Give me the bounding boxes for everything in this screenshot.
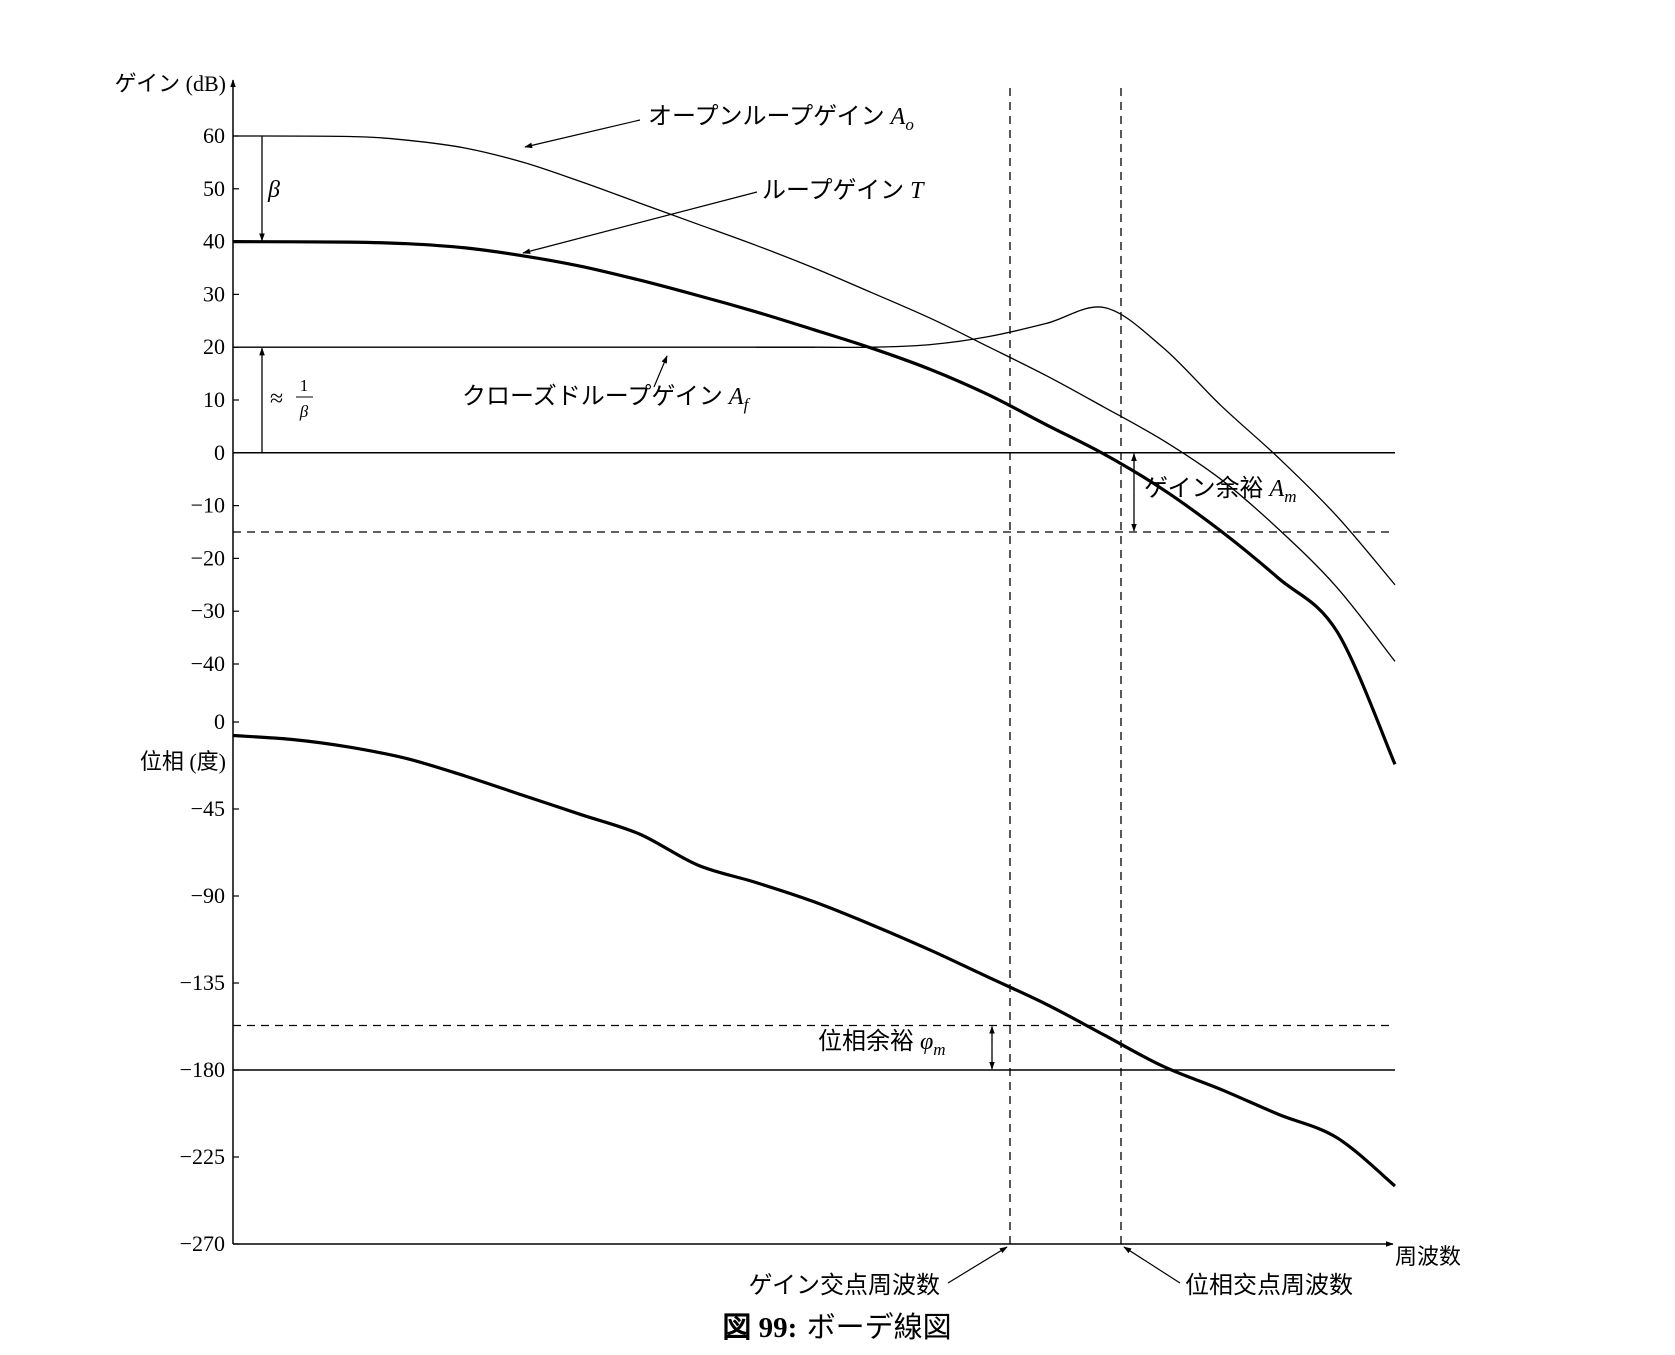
gain-crossover-label: ゲイン交点周波数 [748, 1272, 940, 1299]
gain-crossover-arrow [947, 1246, 1008, 1284]
phase-curve [232, 733, 1397, 1188]
gain-tick-label: −20 [191, 545, 225, 570]
inv-beta-denominator: β [299, 402, 309, 421]
data-curves [232, 135, 1397, 1188]
reference-lines [233, 88, 1395, 1244]
loop-gain-curve [232, 240, 1397, 765]
inv-beta-approx: ≈ [270, 386, 283, 412]
gain-margin-label: ゲイン余裕 Am [1144, 475, 1296, 506]
tick-labels: 60 50 40 30 20 10 0 −10 −20 −30 −40 0 −45 −90 −135 −180… [180, 123, 239, 1256]
loop-gain-arrow [522, 191, 758, 254]
phase-margin-label: 位相余裕 φm [818, 1028, 946, 1059]
loop-gain-label: ループゲイン T [762, 177, 925, 204]
axes [230, 79, 1394, 1247]
caption-label: 図 99: [722, 1312, 797, 1344]
closed-loop-gain-label: クローズドループゲイン Af [462, 383, 751, 414]
phase-tick-label: −45 [191, 796, 225, 821]
phase-crossover-arrow [1123, 1246, 1181, 1284]
inv-beta-numerator: 1 [300, 376, 309, 395]
gain-tick-label: −10 [191, 493, 225, 518]
phase-tick-label: −180 [180, 1057, 225, 1082]
open-loop-gain-label: オープンループゲイン Ao [648, 103, 914, 134]
phase-tick-label: −225 [180, 1144, 225, 1169]
caption-text: ボーデ線図 [807, 1310, 952, 1344]
phase-tick-label: −90 [191, 883, 225, 908]
closed-loop-gain-arrow [653, 355, 668, 388]
open-loop-gain-curve [232, 135, 1396, 662]
phase-axis-title: 位相 (度) [140, 749, 226, 774]
gain-tick-label: 0 [214, 440, 225, 465]
gain-tick-label: 30 [203, 281, 225, 306]
closed-loop-gain-curve [755, 306, 1396, 586]
gain-axis-title: ゲイン (dB) [115, 71, 226, 96]
phase-tick-label: −270 [180, 1231, 225, 1256]
beta-label: β [267, 177, 280, 203]
open-loop-gain-arrow [524, 119, 641, 149]
gain-tick-label: 10 [203, 387, 225, 412]
gain-tick-label: 20 [203, 334, 225, 359]
phase-tick-label: −135 [180, 970, 225, 995]
figure-caption: 図 99: ボーデ線図 [722, 1310, 951, 1344]
frequency-axis-title: 周波数 [1395, 1244, 1461, 1269]
gain-tick-label: −40 [191, 651, 225, 676]
gain-tick-label: 60 [203, 123, 225, 148]
gain-tick-label: 50 [203, 176, 225, 201]
phase-tick-label: 0 [214, 709, 225, 734]
gain-tick-label: 40 [203, 229, 225, 254]
annotations: オープンループゲイン Ao ループゲイン T クローズドループゲイン Af β ≈1 β ゲ… [259, 103, 1353, 1299]
gain-tick-label: −30 [191, 598, 225, 623]
phase-crossover-label: 位相交点周波数 [1185, 1272, 1353, 1299]
